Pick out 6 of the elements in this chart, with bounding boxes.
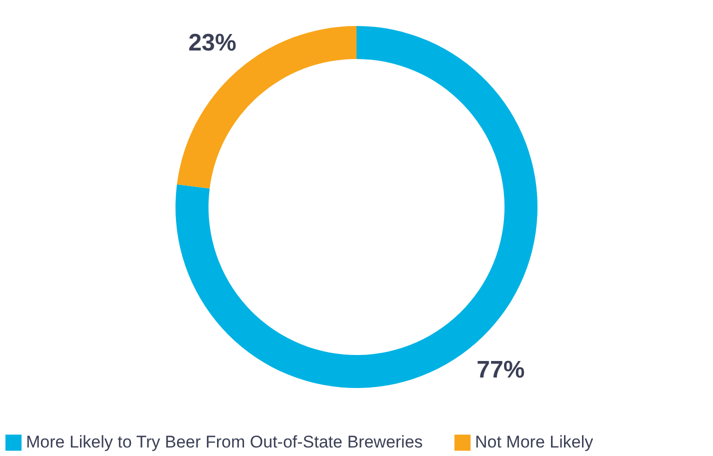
donut-slice	[176, 26, 538, 388]
donut-slice	[176, 26, 356, 188]
legend-label: More Likely to Try Beer From Out-of-State Breweries	[26, 432, 423, 452]
data-label: 77%	[476, 356, 525, 384]
data-label: 23%	[188, 29, 236, 56]
legend-label: Not More Likely	[475, 432, 594, 452]
